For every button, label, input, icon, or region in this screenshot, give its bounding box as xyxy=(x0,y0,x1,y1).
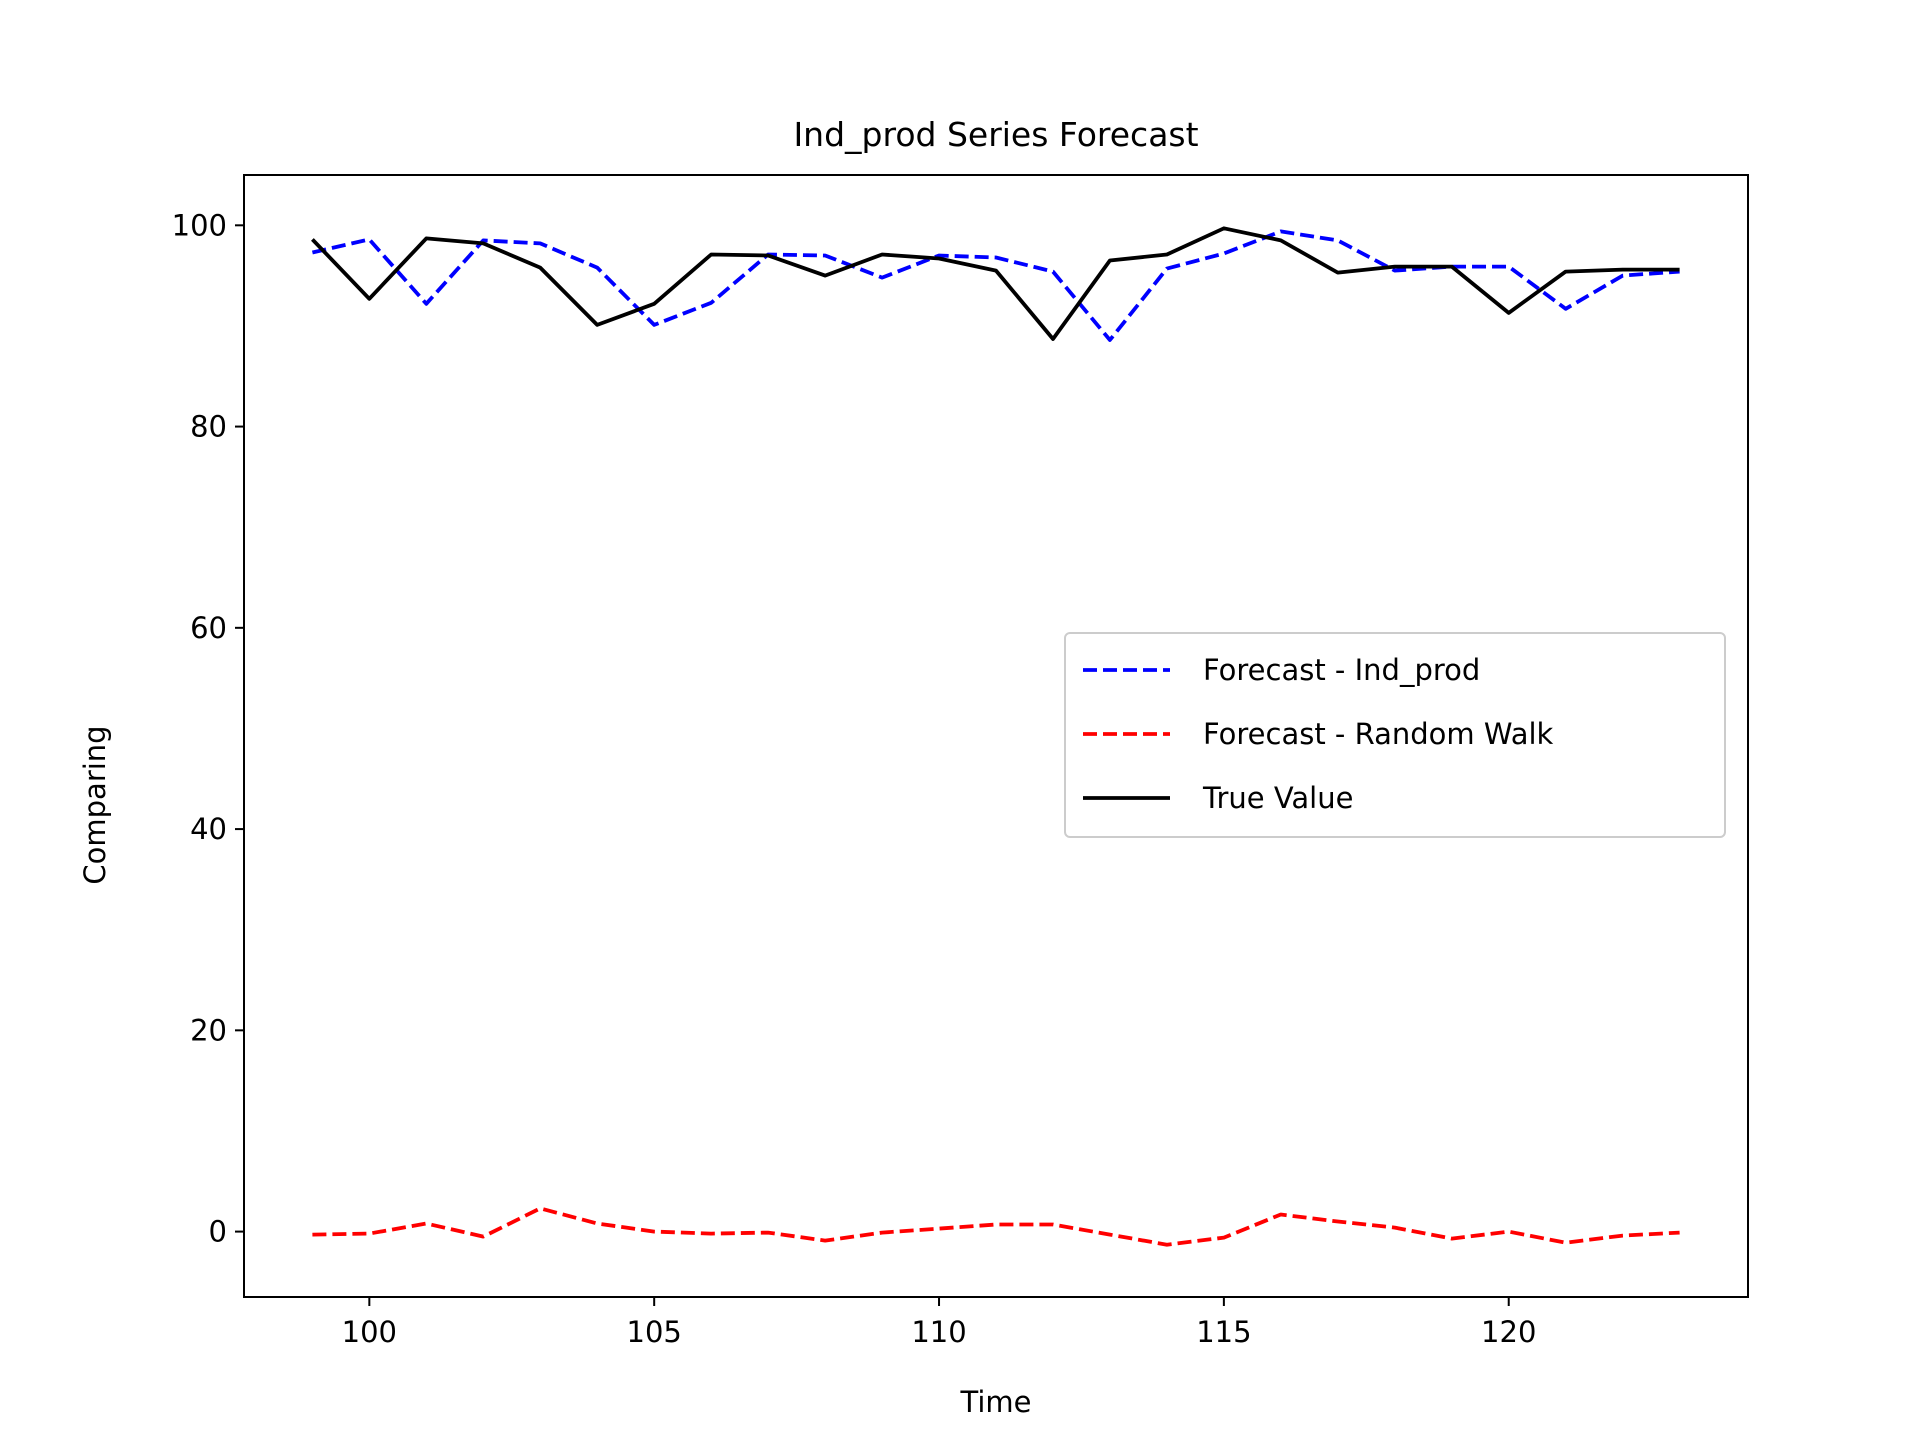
y-tick-label: 20 xyxy=(190,1013,227,1047)
legend-label: True Value xyxy=(1202,781,1353,815)
y-tick-label: 0 xyxy=(209,1215,227,1249)
y-tick-label: 100 xyxy=(172,208,227,242)
x-tick-label: 100 xyxy=(342,1315,397,1349)
legend-box xyxy=(1064,632,1726,838)
y-axis-label: Comparing xyxy=(78,725,112,884)
series-line-forecast-random-walk xyxy=(312,1206,1680,1247)
y-tick-label: 80 xyxy=(190,410,227,444)
x-tick-label: 105 xyxy=(627,1315,682,1349)
legend: Forecast - Ind_prod Forecast - Random Wal… xyxy=(1064,632,1726,838)
legend-label: Forecast - Ind_prod xyxy=(1203,653,1480,687)
plot-lines xyxy=(311,226,1680,1247)
y-tick-label: 40 xyxy=(190,812,227,846)
axis-ticks: 100 105 110 115 120 0 20 40 60 80 100 xyxy=(172,208,1537,1349)
legend-label: Forecast - Random Walk xyxy=(1203,717,1554,751)
series-line-forecast-ind-prod xyxy=(311,229,1680,342)
x-tick-label: 115 xyxy=(1196,1315,1251,1349)
x-tick-label: 110 xyxy=(911,1315,966,1349)
series-line-true-value xyxy=(311,226,1680,341)
x-tick-label: 120 xyxy=(1481,1315,1536,1349)
x-axis-label: Time xyxy=(960,1385,1032,1419)
chart-title: Ind_prod Series Forecast xyxy=(793,115,1198,154)
y-tick-label: 60 xyxy=(190,611,227,645)
plot-area-frame xyxy=(243,174,1749,1298)
